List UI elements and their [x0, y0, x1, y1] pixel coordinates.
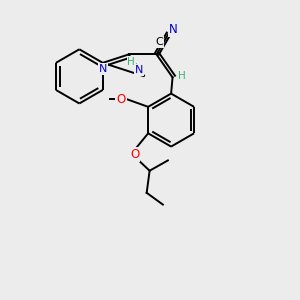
Text: H: H	[178, 71, 186, 81]
Text: H: H	[128, 57, 135, 67]
Text: N: N	[169, 23, 178, 36]
Text: O: O	[130, 148, 140, 161]
Text: N: N	[135, 65, 143, 75]
Text: O: O	[116, 93, 126, 106]
Text: N: N	[99, 64, 107, 74]
Text: C: C	[155, 37, 163, 47]
